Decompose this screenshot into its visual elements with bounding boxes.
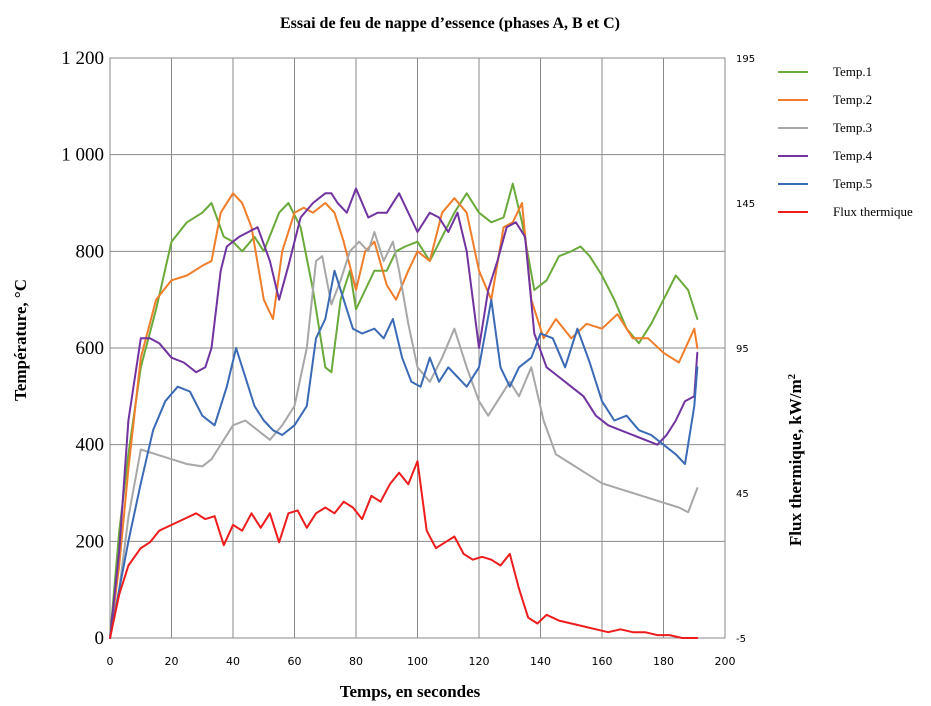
y-tick-label: 1 000 [61,145,104,166]
x-tick-label: 160 [592,655,613,668]
x-tick-label: 100 [407,655,428,668]
y-tick-label: 400 [76,435,105,456]
legend-label-temp-3: Temp.3 [833,120,872,135]
y2-axis-title-main: Flux thermique, kW/m [786,379,805,546]
grid [109,57,726,639]
x-tick-label: 140 [530,655,551,668]
y2-tick-label: 195 [736,54,755,65]
y-tick-label: 200 [76,531,105,552]
y2-axis-title: Flux thermique, kW/m2 [786,373,805,546]
legend-label-temp-2: Temp.2 [833,92,872,107]
y2-axis-ticks: -5 45 95 145 195 [736,54,755,645]
x-tick-label: 80 [349,655,363,668]
series-line-temp-1 [109,182,699,639]
legend: Temp.1 Temp.2 Temp.3 Temp.4 Temp.5 Flux therm… [778,64,913,219]
x-tick-label: 200 [715,655,736,668]
series-group [109,182,699,639]
legend-label-temp-5: Temp.5 [833,176,872,191]
y-tick-label: 600 [76,338,105,359]
y2-tick-label: 145 [736,199,755,210]
y-tick-label: 0 [95,628,105,649]
y2-tick-label: 45 [736,489,749,500]
x-tick-label: 0 [107,655,114,668]
x-tick-label: 120 [469,655,490,668]
x-axis-ticks: 0 20 40 60 80 100 120 140 160 180 200 [107,655,736,668]
x-tick-label: 60 [288,655,302,668]
y2-axis-title-sup: 2 [786,373,798,379]
series-line-temp-2 [109,192,699,639]
x-axis-title: Temps, en secondes [340,682,481,701]
x-tick-label: 20 [165,655,179,668]
y-tick-label: 800 [76,241,105,262]
plot-frame [109,57,726,639]
x-tick-label: 180 [653,655,674,668]
legend-label-flux-thermique: Flux thermique [833,204,913,219]
y-axis-title: Température, °C [11,279,30,401]
y-tick-label: 1 200 [61,48,104,69]
y2-tick-label: 95 [736,344,749,355]
chart-title: Essai de feu de nappe d’essence (phases … [280,15,620,32]
y2-tick-label: -5 [736,634,746,645]
series-line-temp-5 [109,269,699,639]
series-line-temp-4 [109,187,699,639]
series-line-temp-3 [109,231,699,639]
series-line-flux-thermique [109,460,699,639]
legend-label-temp-1: Temp.1 [833,64,872,79]
y-axis-ticks: 0 200 400 600 800 1 000 1 200 [61,48,104,649]
x-tick-label: 40 [226,655,240,668]
legend-label-temp-4: Temp.4 [833,148,873,163]
